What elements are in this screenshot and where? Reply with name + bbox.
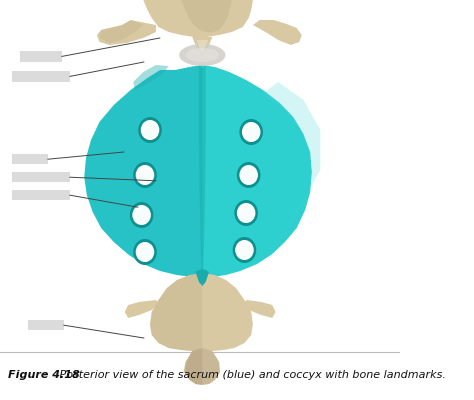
Text: Figure 4.18: Figure 4.18 bbox=[9, 370, 80, 380]
Ellipse shape bbox=[238, 244, 252, 258]
Ellipse shape bbox=[233, 237, 256, 263]
Ellipse shape bbox=[245, 126, 259, 140]
Ellipse shape bbox=[132, 205, 151, 225]
Polygon shape bbox=[196, 269, 209, 286]
Ellipse shape bbox=[243, 169, 256, 183]
Polygon shape bbox=[133, 65, 169, 90]
Polygon shape bbox=[100, 20, 143, 43]
Polygon shape bbox=[243, 300, 276, 318]
Ellipse shape bbox=[136, 165, 154, 185]
Polygon shape bbox=[84, 65, 202, 278]
Ellipse shape bbox=[179, 44, 226, 66]
Ellipse shape bbox=[136, 242, 154, 262]
Text: Posterior view of the sacrum (blue) and coccyx with bone landmarks.: Posterior view of the sacrum (blue) and … bbox=[56, 370, 447, 380]
Ellipse shape bbox=[239, 165, 258, 185]
FancyBboxPatch shape bbox=[12, 154, 48, 164]
Ellipse shape bbox=[239, 119, 263, 145]
Polygon shape bbox=[185, 348, 202, 385]
Polygon shape bbox=[199, 65, 206, 278]
Ellipse shape bbox=[139, 169, 153, 183]
Polygon shape bbox=[253, 20, 302, 45]
Polygon shape bbox=[261, 82, 320, 232]
FancyBboxPatch shape bbox=[28, 320, 64, 330]
Ellipse shape bbox=[185, 48, 219, 62]
FancyBboxPatch shape bbox=[20, 51, 62, 62]
Ellipse shape bbox=[130, 202, 154, 228]
Ellipse shape bbox=[138, 117, 162, 143]
Polygon shape bbox=[84, 65, 312, 278]
Ellipse shape bbox=[139, 246, 153, 260]
Ellipse shape bbox=[136, 209, 149, 223]
Ellipse shape bbox=[234, 200, 258, 226]
Ellipse shape bbox=[240, 207, 254, 221]
Polygon shape bbox=[125, 300, 158, 318]
Ellipse shape bbox=[235, 240, 254, 260]
FancyBboxPatch shape bbox=[12, 71, 70, 82]
Ellipse shape bbox=[144, 124, 158, 138]
Ellipse shape bbox=[133, 239, 157, 265]
Polygon shape bbox=[143, 0, 253, 37]
FancyBboxPatch shape bbox=[12, 190, 70, 200]
Polygon shape bbox=[192, 37, 212, 56]
Ellipse shape bbox=[237, 203, 255, 223]
Ellipse shape bbox=[141, 120, 159, 140]
Polygon shape bbox=[97, 20, 156, 45]
Ellipse shape bbox=[133, 162, 157, 188]
Polygon shape bbox=[181, 0, 232, 32]
Polygon shape bbox=[196, 40, 208, 53]
Ellipse shape bbox=[237, 162, 261, 188]
Polygon shape bbox=[150, 273, 253, 351]
FancyBboxPatch shape bbox=[12, 172, 70, 182]
Ellipse shape bbox=[242, 122, 261, 142]
Polygon shape bbox=[150, 273, 202, 351]
Polygon shape bbox=[184, 348, 220, 385]
